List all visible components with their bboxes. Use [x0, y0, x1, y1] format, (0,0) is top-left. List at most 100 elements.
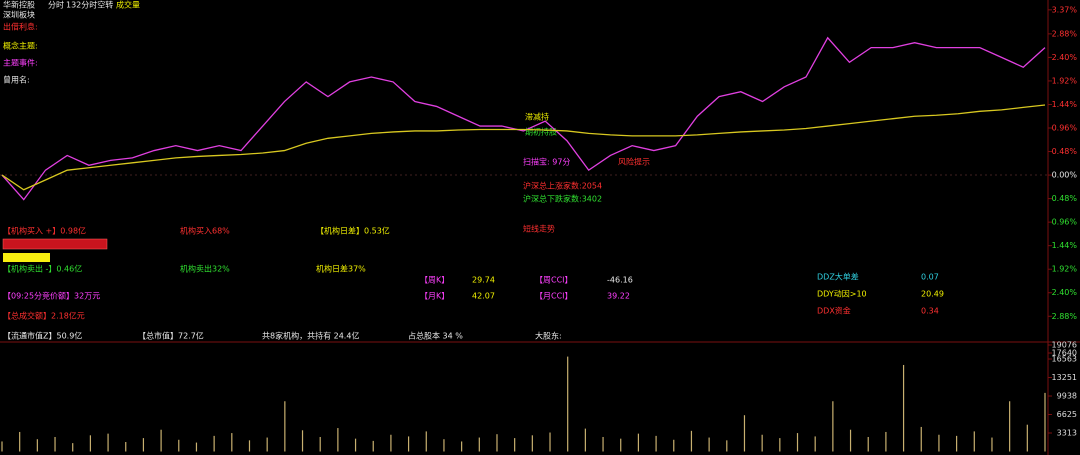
volume-bar [673, 439, 675, 452]
y-tick-label: 3.37% [1052, 5, 1078, 14]
quote-value: 42.07 [472, 292, 495, 301]
stat: 【总成交额】2.18亿元 [3, 311, 85, 321]
volume-bar [107, 433, 109, 452]
sell-bar [3, 253, 50, 262]
volume-bar [867, 436, 869, 452]
volume-bar [461, 441, 463, 452]
quote-value: -46.16 [607, 276, 633, 285]
y-tick-label: 3313 [1057, 429, 1077, 438]
volume-bar [160, 429, 162, 452]
sidebar-label: 深圳板块 [3, 10, 35, 20]
volume-bar [690, 430, 693, 452]
volume-bar [832, 401, 834, 452]
y-tick-label: 0.48% [1052, 194, 1078, 203]
y-tick-label: 19076 [1052, 341, 1077, 350]
volume-bar [761, 434, 763, 452]
volume-bar [531, 435, 533, 452]
buy-bar [2, 238, 108, 250]
stat: 机构买入68% [180, 226, 230, 236]
stat: 机构卖出32% [180, 264, 230, 274]
y-tick-label: 2.40% [1052, 288, 1078, 297]
volume-bar [1009, 401, 1011, 452]
volume-bar [1026, 424, 1028, 452]
stat: 【机构日差】0.53亿 [316, 226, 390, 236]
volume-bar [1, 441, 3, 452]
volume-bar [354, 438, 357, 452]
ddx-label: DDX资金 [817, 306, 851, 316]
quote-label: 【月CCI】 [535, 292, 573, 301]
volume-bar [284, 401, 286, 452]
stock-name: 华新控股 [3, 0, 35, 10]
volume-bar [956, 435, 958, 452]
volume-bar [195, 442, 198, 452]
y-tick-label: 2.88% [1052, 29, 1078, 38]
y-tick-label: 9938 [1057, 392, 1077, 401]
price-line [1, 104, 1046, 191]
y-tick-label: 0.48% [1052, 147, 1078, 156]
y-tick-label: 0.96% [1052, 218, 1078, 227]
footer: 大股东: [535, 331, 562, 341]
volume-bar [390, 434, 392, 452]
y-tick-label: 1.44% [1052, 100, 1078, 109]
volume-bar [301, 430, 304, 452]
volume-bar [849, 429, 852, 452]
volume-bar [779, 438, 781, 452]
quote-label: 【周K】 [420, 276, 449, 285]
volume-bar [142, 438, 145, 452]
volume-bar [178, 439, 180, 452]
volume-bar [248, 440, 251, 452]
volume-bar [708, 437, 710, 452]
volume-bar [920, 426, 922, 452]
sidebar-label: 曾用名: [3, 75, 30, 85]
footer: 【流通市值Z】50.9亿 [3, 331, 82, 341]
volume-bar [19, 431, 21, 452]
sidebar-label: 主题事件: [3, 58, 38, 68]
y-tick-label: 1.92% [1052, 76, 1078, 85]
quote-value: 29.74 [472, 276, 495, 285]
annotation: 滞减持 [525, 112, 549, 122]
footer: 共8家机构，共持有 24.4亿 [262, 331, 359, 341]
y-tick-label: 17640 [1052, 349, 1077, 358]
y-tick-label: 1.44% [1052, 241, 1078, 250]
indicator: 成交量 [116, 0, 140, 10]
price-line [1, 36, 1046, 201]
volume-bar [726, 440, 728, 452]
stat: 【09:25分竞价额】32万元 [3, 291, 100, 301]
volume-bar [231, 433, 233, 452]
quote-label: 【月K】 [420, 292, 449, 301]
stat: 【机构买入 +】0.98亿 [3, 226, 86, 236]
volume-bar [637, 433, 640, 452]
sidebar-label: 概念主题: [3, 41, 38, 51]
y-tick-label: 13251 [1052, 373, 1077, 382]
stat: 【机构卖出 -】0.46亿 [3, 264, 82, 274]
volume-bar [885, 431, 887, 452]
annotation: 沪深总下跌家数:3402 [523, 194, 602, 204]
volume-bar [743, 415, 746, 452]
sidebar-label: 出借利息: [3, 22, 38, 32]
period: 132分时空转 [66, 0, 113, 10]
volume-bar [796, 433, 799, 452]
volume-bar [584, 428, 586, 452]
volume-bar [991, 437, 993, 452]
volume-bar [125, 442, 127, 452]
quote-value: 39.22 [607, 292, 630, 301]
view: 分时 [48, 0, 64, 10]
y-tick-label: 2.40% [1052, 53, 1078, 62]
volume-bar [337, 428, 339, 452]
quote-label: 【周CCI】 [535, 276, 573, 285]
volume-bar [372, 440, 374, 452]
footer: 占总股本 34 % [408, 331, 463, 341]
y-tick-label: 0.96% [1052, 124, 1078, 133]
ddx-value: 0.07 [921, 273, 939, 282]
y-tick-label: 1.92% [1052, 265, 1078, 274]
volume-bar [266, 437, 268, 452]
plot: 3.37% 2.88% 2.40% 1.92% 1.44% 0.96% 0.48% 0.00%… [1, 5, 1078, 452]
volume-bar [938, 434, 940, 452]
volume-bar [54, 436, 56, 452]
volume-bar [36, 439, 38, 452]
volume-bar [319, 436, 321, 452]
ddx-value: 0.34 [921, 307, 939, 316]
y-tick-label: 16563 [1052, 355, 1077, 364]
